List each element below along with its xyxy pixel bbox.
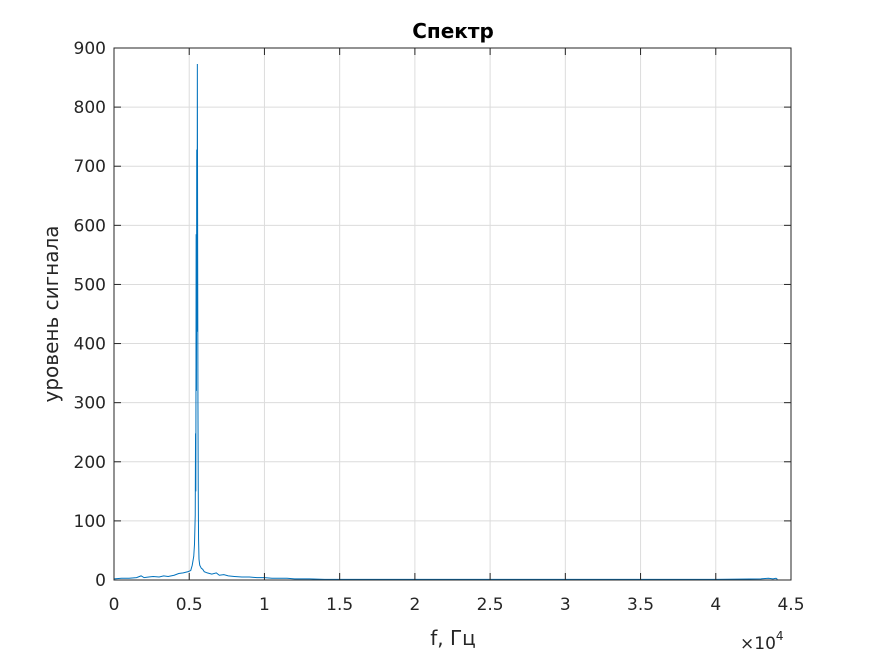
y-tick-label: 200 bbox=[74, 453, 106, 473]
series-layer bbox=[113, 63, 778, 580]
x-axis-exponent: ×104 bbox=[740, 629, 784, 654]
x-tick-label: 1 bbox=[259, 595, 270, 615]
y-tick-label: 800 bbox=[74, 98, 106, 118]
y-axis-label: уровень сигнала bbox=[39, 226, 63, 403]
x-tick-label: 2 bbox=[409, 595, 420, 615]
x-tick-label: 0.5 bbox=[176, 595, 203, 615]
y-tick-label: 700 bbox=[74, 157, 106, 177]
y-tick-label: 0 bbox=[95, 571, 106, 591]
y-tick-label: 600 bbox=[74, 216, 106, 236]
y-tick-label: 100 bbox=[74, 512, 106, 532]
grid bbox=[114, 48, 791, 580]
y-tick-label: 400 bbox=[74, 335, 106, 355]
x-tick-label: 4 bbox=[710, 595, 721, 615]
x-tick-label: 3 bbox=[560, 595, 571, 615]
tick-labels: 0 0.5 1 1.5 2 2.5 3 3.5 4 4.5 0 100 200 300 400 500 600 7… bbox=[74, 39, 805, 615]
x-tick-label: 2.5 bbox=[477, 595, 504, 615]
spectrum-series-line bbox=[113, 63, 778, 580]
x-axis-label: f, Гц bbox=[430, 626, 476, 650]
y-tick-label: 300 bbox=[74, 394, 106, 414]
chart-title: Спектр bbox=[412, 19, 494, 43]
x-tick-label: 4.5 bbox=[777, 595, 804, 615]
axes bbox=[113, 47, 792, 581]
x-exponent-times: × bbox=[740, 634, 754, 654]
y-tick-label: 900 bbox=[74, 39, 106, 59]
x-exponent-power: 4 bbox=[776, 629, 784, 643]
x-tick-label: 1.5 bbox=[326, 595, 353, 615]
y-tick-label: 500 bbox=[74, 275, 106, 295]
x-tick-label: 0 bbox=[109, 595, 120, 615]
plot-box bbox=[113, 47, 792, 581]
x-tick-label: 3.5 bbox=[627, 595, 654, 615]
x-exponent-base: 10 bbox=[754, 634, 776, 654]
